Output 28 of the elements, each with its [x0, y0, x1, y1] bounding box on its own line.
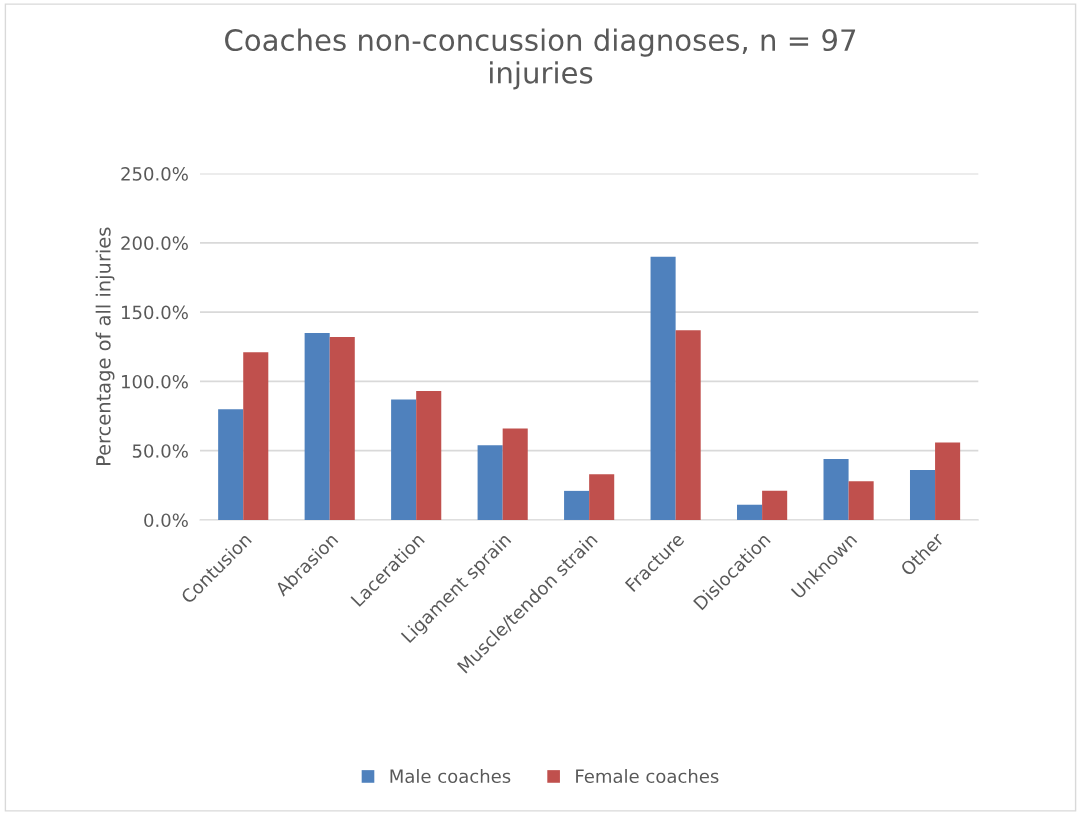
- legend-label: Male coaches: [390, 769, 511, 784]
- y-tick-label: 200.0%: [121, 236, 188, 250]
- y-tick-label: 100.0%: [122, 374, 188, 389]
- y-tick-label: 50.0%: [132, 444, 188, 458]
- bar: [329, 337, 355, 520]
- bar: [243, 352, 269, 520]
- bar: [909, 470, 936, 520]
- bar: [737, 504, 763, 520]
- bar: [589, 474, 615, 520]
- bar: [848, 481, 874, 520]
- bar: [935, 442, 961, 520]
- bar: [762, 490, 788, 520]
- bar: [823, 459, 849, 520]
- y-axis-title: Percentage of all injuries: [95, 227, 115, 466]
- chart-title: Coaches non-concussion diagnoses, n = 97 injuries: [225, 28, 856, 90]
- bar: [564, 490, 590, 520]
- bar: [304, 332, 330, 520]
- bar: [416, 391, 442, 520]
- bar: [477, 445, 503, 520]
- bar: [391, 399, 417, 520]
- bar: [675, 330, 701, 520]
- legend-label: Female coaches: [576, 769, 719, 784]
- y-tick-label: 250.0%: [121, 167, 188, 181]
- bar: [650, 256, 676, 520]
- y-tick-label: 0.0%: [144, 513, 188, 528]
- bar: [502, 428, 528, 520]
- y-tick-label: 150.0%: [122, 305, 188, 320]
- bar: [218, 409, 244, 520]
